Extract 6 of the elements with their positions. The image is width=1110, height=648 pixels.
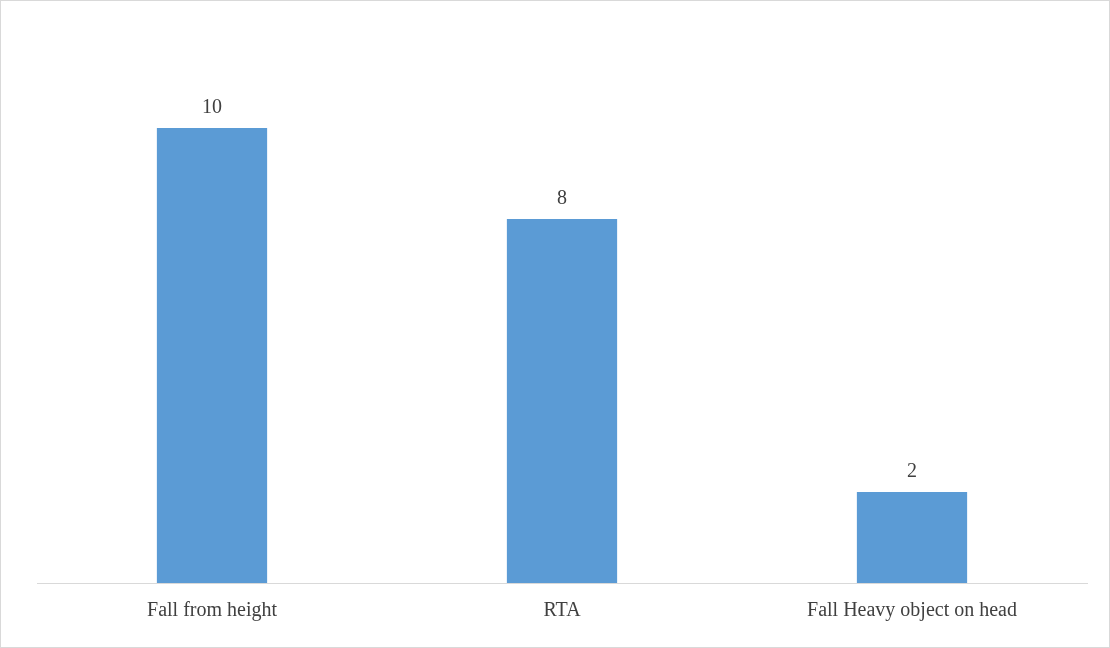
data-label: 2: [907, 459, 917, 482]
data-label: 8: [557, 186, 567, 209]
x-tick-label: RTA: [543, 598, 582, 621]
data-label: 10: [202, 95, 222, 118]
x-tick-label: Fall from height: [147, 598, 278, 622]
x-tick-label: Fall Heavy object on head: [807, 598, 1017, 622]
